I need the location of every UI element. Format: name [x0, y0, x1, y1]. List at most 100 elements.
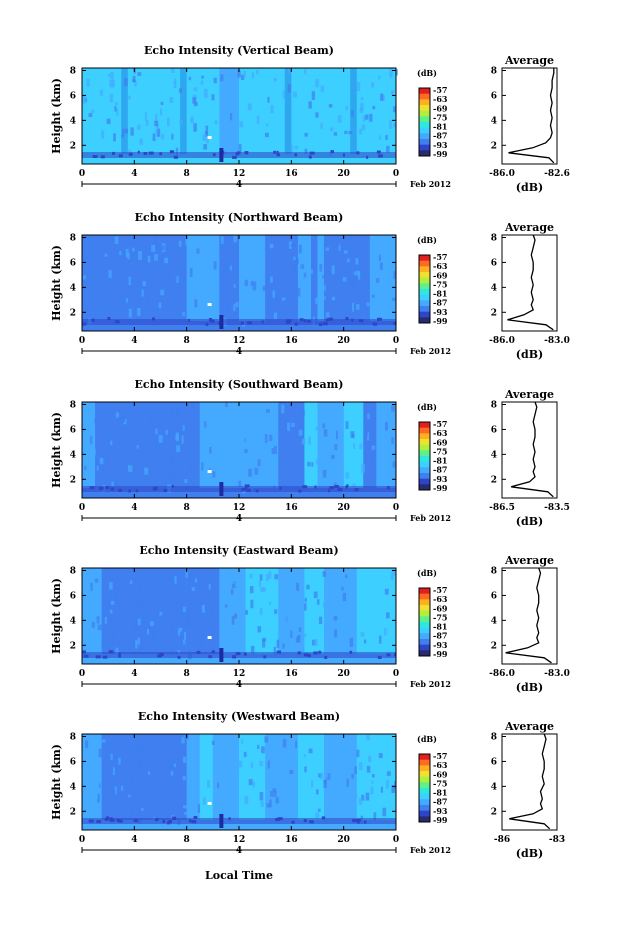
heatmap-cell	[393, 270, 397, 279]
heatmap-cell	[291, 637, 294, 647]
heatmap-cell	[109, 817, 113, 821]
heatmap-cell	[155, 113, 158, 122]
x-tick-label: 0	[393, 669, 399, 679]
heatmap-cell	[128, 152, 133, 156]
heatmap-cell	[338, 487, 342, 491]
heatmap-cell	[392, 297, 396, 301]
heatmap-cell	[234, 613, 238, 619]
profile-y-tick-label: 4	[491, 616, 497, 626]
panel-title: Echo Intensity (Vertical Beam)	[144, 44, 334, 57]
heatmap-cell	[316, 599, 320, 605]
heatmap-cell	[259, 760, 264, 767]
heatmap-cell	[377, 317, 382, 321]
heatmap-cell	[130, 465, 133, 472]
heatmap-cell	[333, 132, 338, 136]
heatmap-band	[376, 402, 396, 488]
heatmap-cell	[348, 747, 352, 753]
heatmap-cell	[167, 117, 170, 127]
heatmap-cell	[281, 297, 286, 301]
heatmap-cell	[315, 812, 320, 819]
heatmap-cell	[390, 90, 395, 95]
heatmap-cell	[370, 786, 374, 795]
heatmap-strong-echo	[219, 814, 224, 828]
heatmap-cell	[176, 408, 181, 416]
heatmap-cell	[282, 791, 287, 798]
heatmap-cell	[227, 467, 231, 472]
heatmap-cell	[320, 772, 324, 780]
colorbar-label: -63	[433, 594, 448, 604]
heatmap-cell	[308, 155, 312, 159]
heatmap-cell	[182, 606, 186, 613]
heatmap-cell	[91, 621, 95, 628]
heatmap-band	[121, 68, 128, 154]
profile-x-axis-label: (dB)	[516, 847, 543, 860]
heatmap-cell	[315, 79, 319, 88]
heatmap-cell	[304, 312, 308, 319]
colorbar-segment	[419, 260, 430, 267]
heatmap-cell	[82, 322, 87, 326]
heatmap-cell	[235, 588, 238, 597]
heatmap-cell	[116, 818, 121, 822]
colorbar-segment	[419, 622, 430, 629]
heatmap-cell	[324, 770, 329, 778]
heatmap-cell	[170, 475, 173, 485]
heatmap-cell	[150, 582, 155, 590]
x-tick-label: 4	[131, 336, 137, 346]
heatmap-cell	[220, 74, 224, 82]
heatmap-band	[356, 734, 396, 820]
heatmap-cell	[241, 74, 245, 81]
heatmap-cell	[329, 486, 334, 490]
heatmap-cell	[386, 145, 390, 153]
heatmap-cell	[186, 313, 191, 317]
heatmap-cell	[304, 633, 307, 637]
heatmap-cell	[89, 486, 95, 490]
heatmap-cell	[353, 275, 357, 284]
heatmap-cell	[220, 236, 224, 244]
heatmap-cell	[362, 115, 366, 122]
heatmap-cell	[305, 287, 310, 295]
heatmap-cell	[173, 81, 177, 88]
heatmap-cell	[175, 147, 179, 155]
heatmap-cell	[334, 485, 340, 489]
y-tick-label: 4	[70, 116, 76, 126]
heatmap-cell	[391, 405, 395, 412]
heatmap-cell	[168, 272, 172, 279]
heatmap-cell	[130, 127, 134, 136]
heatmap-cell	[111, 79, 115, 88]
heatmap-cell	[190, 312, 193, 321]
heatmap-cell	[325, 447, 329, 457]
heatmap-cell	[303, 272, 307, 278]
heatmap-cell	[252, 781, 255, 788]
heatmap-cell	[213, 812, 217, 821]
heatmap-cell	[86, 464, 89, 473]
heatmap-cell	[386, 653, 391, 657]
profile-y-tick-label: 4	[491, 116, 497, 126]
heatmap-cell	[270, 420, 275, 429]
heatmap-band	[317, 402, 344, 488]
heatmap-cell	[224, 604, 228, 608]
heatmap-cell	[188, 758, 193, 766]
profile-frame	[501, 401, 558, 499]
heatmap-cell	[385, 780, 389, 789]
heatmap-cell	[336, 297, 340, 301]
heatmap-cell	[290, 145, 293, 153]
colorbar-label: -69	[433, 769, 448, 779]
profile-y-tick-label: 6	[491, 591, 497, 601]
heatmap-cell	[308, 436, 311, 445]
heatmap-cell	[223, 130, 228, 138]
heatmap-cell	[205, 125, 209, 135]
heatmap-cell	[373, 812, 377, 821]
heatmap-cell	[244, 279, 248, 286]
heatmap-cell	[194, 578, 198, 583]
heatmap-cell	[91, 253, 94, 261]
heatmap-cell	[169, 150, 175, 154]
heatmap-cell	[341, 572, 344, 580]
heatmap-cell	[342, 153, 345, 157]
heatmap-cell	[322, 423, 326, 429]
heatmap-cell	[349, 309, 353, 315]
heatmap-cell	[344, 574, 348, 579]
heatmap-cell	[287, 422, 291, 431]
heatmap-cell	[206, 780, 211, 788]
heatmap-cell	[386, 612, 390, 619]
